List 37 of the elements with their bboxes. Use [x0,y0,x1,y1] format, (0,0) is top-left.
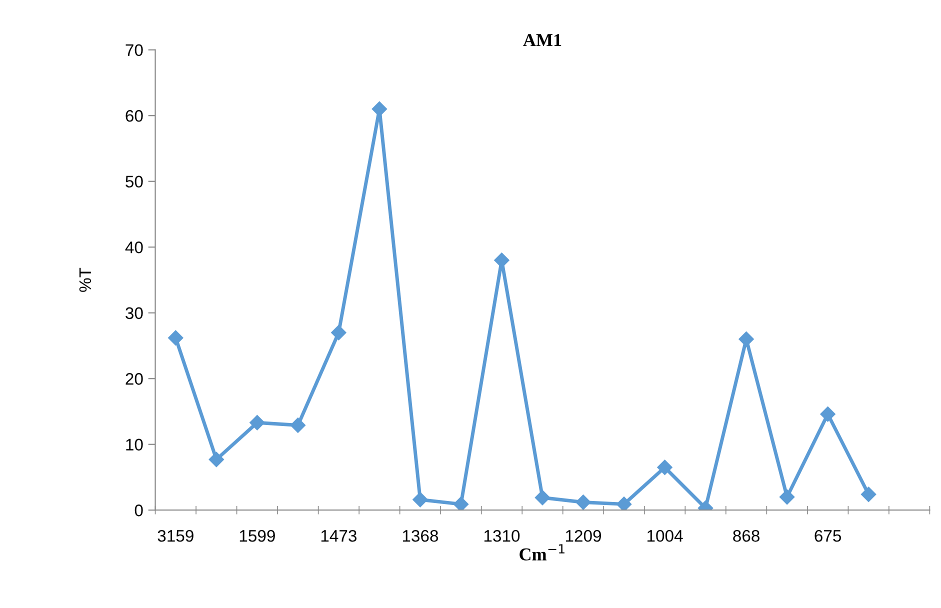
point [657,460,672,475]
point [534,490,550,506]
y-tick-label: 0 [134,504,143,516]
point [576,494,591,510]
x-tick-label: 1004 [648,530,683,542]
y-tick-label: 10 [126,438,143,451]
x-tick-label: 1599 [240,530,275,542]
y-axis-title: %T [79,268,92,292]
y-tick-label: 50 [126,176,143,188]
point [820,406,836,422]
point [290,418,306,433]
x-axis-title: Cm$^{−1}$ [520,544,564,561]
y-tick-label: 70 [126,44,143,56]
x-tick-label: 675 [814,530,842,542]
point [494,252,510,268]
y-tick-label: 20 [126,373,143,385]
y-tick-label: 40 [125,242,143,254]
x-tick-label: 1368 [402,530,438,542]
x-tick-label: 3159 [158,530,194,542]
point [616,496,632,510]
x-tick-label: 1473 [321,530,356,542]
x-tick-label: 868 [733,530,760,542]
x-tick-label: 1209 [566,530,601,542]
point [208,452,224,468]
point [250,415,265,430]
x-tick-label: 1310 [484,530,520,542]
chart-title: AM1 [523,34,562,46]
y-tick-label: 30 [126,307,143,320]
point [331,325,346,340]
point [453,496,469,510]
y-tick-label: 60 [126,110,143,122]
point [412,492,428,508]
point [372,101,388,117]
point [861,486,876,502]
point [779,489,795,505]
point [738,332,754,347]
point [168,330,184,346]
